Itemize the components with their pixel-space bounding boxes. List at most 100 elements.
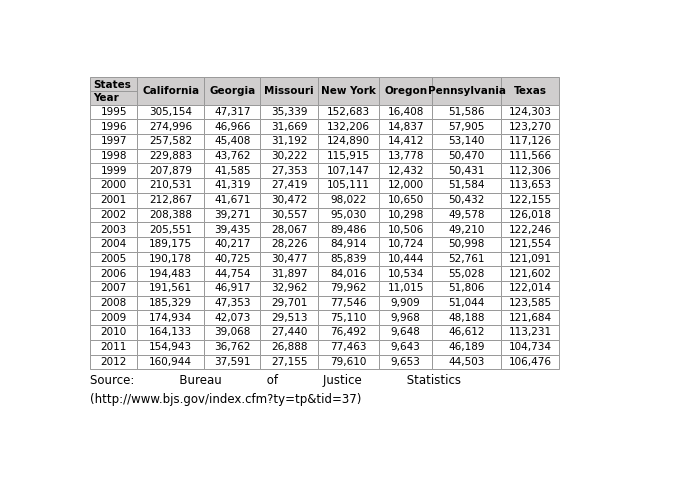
Text: 27,440: 27,440 — [271, 327, 308, 337]
Bar — [318, 193, 379, 207]
Bar — [90, 355, 137, 369]
Bar — [137, 105, 204, 120]
Text: 35,339: 35,339 — [271, 107, 308, 117]
Text: 10,444: 10,444 — [387, 254, 424, 264]
Bar — [90, 178, 137, 193]
Text: 41,671: 41,671 — [214, 195, 250, 205]
Bar — [432, 266, 502, 281]
Text: 10,534: 10,534 — [387, 269, 424, 279]
Text: 2009: 2009 — [100, 313, 127, 323]
Text: Year: Year — [93, 93, 119, 103]
Text: 47,317: 47,317 — [214, 107, 250, 117]
Text: 152,683: 152,683 — [327, 107, 370, 117]
Text: 122,155: 122,155 — [509, 195, 552, 205]
Bar — [432, 178, 502, 193]
Bar — [432, 355, 502, 369]
Bar — [137, 207, 204, 222]
Bar — [90, 222, 137, 237]
Text: 112,306: 112,306 — [509, 166, 552, 176]
Text: 2001: 2001 — [100, 195, 127, 205]
Text: 1998: 1998 — [100, 151, 127, 161]
Text: 46,966: 46,966 — [214, 122, 250, 131]
Text: 53,140: 53,140 — [449, 136, 485, 146]
Bar — [432, 120, 502, 134]
Bar — [204, 222, 260, 237]
Bar — [379, 237, 432, 251]
Bar — [260, 237, 318, 251]
Text: 40,725: 40,725 — [214, 254, 250, 264]
Bar — [137, 193, 204, 207]
Bar — [137, 296, 204, 310]
Bar — [137, 266, 204, 281]
Bar — [90, 105, 137, 120]
Text: 9,643: 9,643 — [391, 342, 420, 352]
Bar — [432, 222, 502, 237]
Text: 27,419: 27,419 — [271, 181, 308, 190]
Text: 95,030: 95,030 — [330, 210, 367, 220]
Bar — [379, 310, 432, 325]
Text: 14,412: 14,412 — [387, 136, 424, 146]
Text: 9,648: 9,648 — [391, 327, 420, 337]
Bar — [90, 134, 137, 149]
Text: 41,585: 41,585 — [214, 166, 250, 176]
Bar — [502, 77, 559, 105]
Text: 52,761: 52,761 — [449, 254, 485, 264]
Text: 210,531: 210,531 — [149, 181, 192, 190]
Text: 191,561: 191,561 — [149, 283, 193, 294]
Text: 104,734: 104,734 — [509, 342, 552, 352]
Bar — [90, 120, 137, 134]
Bar — [260, 296, 318, 310]
Bar — [137, 251, 204, 266]
Text: New York: New York — [321, 86, 376, 96]
Bar — [137, 163, 204, 178]
Bar — [260, 149, 318, 163]
Text: 10,506: 10,506 — [387, 225, 424, 235]
Bar — [432, 310, 502, 325]
Text: 43,762: 43,762 — [214, 151, 250, 161]
Text: 12,432: 12,432 — [387, 166, 424, 176]
Bar — [502, 325, 559, 340]
Bar — [379, 251, 432, 266]
Bar — [432, 251, 502, 266]
Bar — [90, 340, 137, 355]
Text: Georgia: Georgia — [209, 86, 255, 96]
Bar — [260, 134, 318, 149]
Bar — [204, 207, 260, 222]
Bar — [137, 178, 204, 193]
Text: (http://www.bjs.gov/index.cfm?ty=tp&tid=37): (http://www.bjs.gov/index.cfm?ty=tp&tid=… — [90, 393, 362, 406]
Text: Oregon: Oregon — [384, 86, 427, 96]
Text: 154,943: 154,943 — [149, 342, 193, 352]
Text: 2003: 2003 — [100, 225, 127, 235]
Bar — [204, 340, 260, 355]
Text: 75,110: 75,110 — [330, 313, 367, 323]
Bar — [318, 355, 379, 369]
Text: 46,917: 46,917 — [214, 283, 250, 294]
Text: 51,584: 51,584 — [449, 181, 485, 190]
Bar — [204, 178, 260, 193]
Text: 2011: 2011 — [100, 342, 127, 352]
Text: 2002: 2002 — [100, 210, 127, 220]
Bar — [432, 281, 502, 296]
Bar — [90, 251, 137, 266]
Bar — [137, 237, 204, 251]
Bar — [502, 355, 559, 369]
Bar — [432, 163, 502, 178]
Text: 1997: 1997 — [100, 136, 127, 146]
Text: 16,408: 16,408 — [387, 107, 424, 117]
Bar — [432, 207, 502, 222]
Bar — [318, 178, 379, 193]
Text: 10,650: 10,650 — [387, 195, 424, 205]
Bar — [318, 296, 379, 310]
Text: 84,914: 84,914 — [330, 239, 367, 249]
Bar — [318, 340, 379, 355]
Bar — [90, 325, 137, 340]
Text: 205,551: 205,551 — [149, 225, 192, 235]
Text: 79,610: 79,610 — [330, 357, 367, 367]
Text: California: California — [142, 86, 200, 96]
Text: 11,015: 11,015 — [387, 283, 424, 294]
Text: 50,470: 50,470 — [449, 151, 485, 161]
Bar — [318, 222, 379, 237]
Text: 37,591: 37,591 — [214, 357, 250, 367]
Text: 113,231: 113,231 — [509, 327, 552, 337]
Bar — [90, 281, 137, 296]
